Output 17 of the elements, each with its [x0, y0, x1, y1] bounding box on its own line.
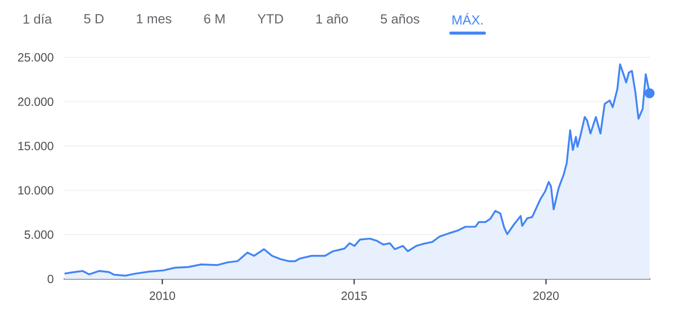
- text: 1 mes: [136, 14, 172, 24]
- y-tick-label: 25.000: [18, 53, 54, 62]
- text: YTD: [258, 14, 284, 24]
- y-tick-label: 5.000: [24, 230, 54, 240]
- y-tick-label: 15.000: [18, 142, 54, 150]
- x-tick-label: 2020: [533, 292, 559, 300]
- y-tick-label: 20.000: [18, 98, 54, 106]
- y-tick-label: 0: [48, 274, 54, 284]
- text: MÁX.: [452, 13, 483, 25]
- text: 5 D: [84, 14, 104, 24]
- text: 1 día: [24, 14, 52, 24]
- text: 5 años: [380, 14, 420, 24]
- y-tick-label: 10.000: [18, 186, 54, 195]
- text: 6 M: [204, 14, 224, 24]
- x-tick-label: 2015: [342, 292, 367, 300]
- text: 1 año: [316, 14, 348, 24]
- x-tick-label: 2010: [150, 292, 176, 300]
